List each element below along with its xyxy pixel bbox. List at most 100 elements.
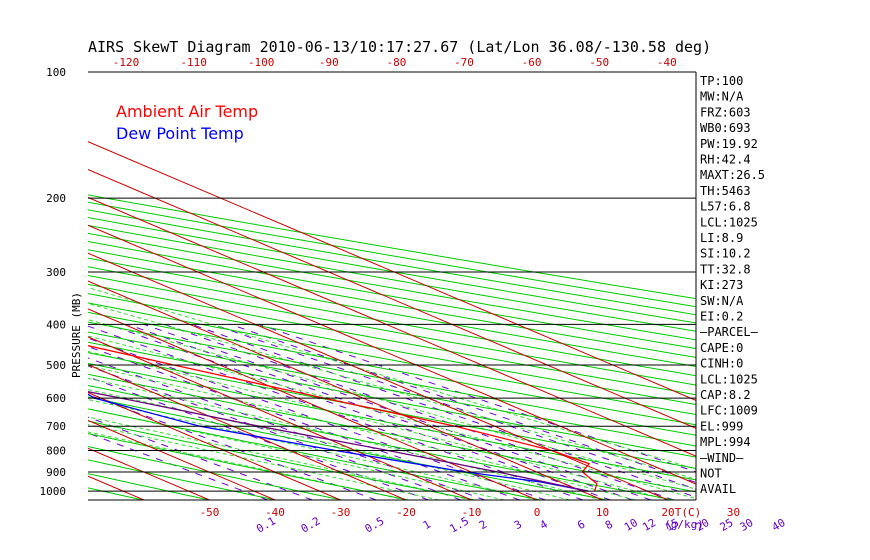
mixing-ratio-line [258,323,696,473]
pressure-tick-label: 500 [46,359,66,372]
dry-adiabat-line [88,331,696,447]
mixing-ratio-tick-label: 12 [640,516,658,534]
bottom-temperature-tick-label: 0 [534,506,541,519]
mixing-ratio-tick-label: 15 [663,516,681,534]
mixing-ratio-line [88,394,377,500]
isotherm-line [88,336,472,500]
stat-line: SW:N/A [700,294,744,308]
stat-line: SI:10.2 [700,247,751,261]
mixing-ratio-tick-label: 0.5 [363,514,387,535]
stat-line: TH:5463 [700,184,751,198]
dry-adiabat-line [88,433,409,500]
dry-adiabat-line [88,408,542,500]
dry-adiabat-line [88,209,696,316]
dry-adiabat-line [88,384,675,500]
mixing-ratio-unit: (g/kg) [664,518,704,531]
pressure-tick-label: 700 [46,420,66,433]
isotherm-line [88,280,603,500]
dry-adiabat-line [88,459,276,500]
mixing-ratio-line [107,323,611,500]
dry-adiabat-line [88,201,696,308]
mixing-ratio-line [88,346,520,500]
stat-line: RH:42.4 [700,153,751,167]
isotherm-line [88,419,276,500]
stat-line: LFC:1009 [700,404,758,418]
dry-adiabat-line [88,373,696,493]
isotherm-line [88,196,696,457]
stat-line: WB0:693 [700,121,751,135]
top-temperature-tick-label: -50 [589,56,609,69]
pressure-tick-label: 400 [46,318,66,331]
pressure-tick-label: 300 [46,266,66,279]
isotherm-line [88,224,696,485]
mixing-ratio-tick-label: 4 [538,517,551,532]
stat-line: CINH:0 [700,357,743,371]
pressure-tick-label: 600 [46,392,66,405]
mixing-ratio-line [164,323,675,500]
bottom-temperature-tick-label: 10 [596,506,609,519]
bottom-temperature-axis: -50 -40 -30 -20 -10 0 10 20 30 T(C) [200,506,741,519]
stat-line: TT:32.8 [700,262,751,276]
mixing-ratio-tick-label: 3 [512,518,524,533]
top-temperature-tick-label: -70 [454,56,474,69]
moist-adiabat-line [88,399,538,500]
mixing-ratio-line [88,365,462,500]
parcel-line [88,391,589,492]
stat-line: MW:N/A [700,90,744,104]
stat-line: PW:19.92 [700,137,758,151]
moist-adiabat-line [88,377,603,500]
dry-adiabat-line [88,293,696,405]
top-temperature-tick-label: -40 [657,56,677,69]
y-axis-label: PRESSURE (MB) [70,292,83,378]
moist-adiabat-line [88,302,696,480]
stat-line: MAXT:26.5 [700,168,765,182]
mixing-ratio-line [191,323,696,498]
stat-line: AVAIL [700,482,736,496]
stat-line: EL:999 [700,419,743,433]
isotherm-lines [0,72,696,500]
bottom-temperature-tick-label: -10 [462,506,482,519]
isotherm-line [88,169,696,429]
stat-line: NOT [700,467,722,481]
dry-adiabat-line [88,321,696,436]
dry-adiabat-line [0,72,76,500]
mixing-ratio-line [88,416,313,500]
mixing-ratio-line [212,323,696,490]
mixing-ratio-tick-label: 8 [603,518,615,533]
legend-ambient-air-temp: Ambient Air Temp [116,102,258,121]
isotherm-line [0,72,13,500]
mixing-ratio-tick-label: 10 [622,516,640,534]
isobar-lines [88,71,697,501]
moist-adiabat-line [88,350,669,500]
stat-line: LCL:1025 [700,215,758,229]
mixing-ratio-tick-label: 40 [770,516,788,534]
stat-line: EI:0.2 [700,310,743,324]
legend: Ambient Air Temp Dew Point Temp [116,102,258,143]
dry-adiabat-line [88,240,696,350]
mixing-ratio-tick-label: 2 [477,518,489,533]
moist-adiabat-line [88,424,439,500]
mixing-ratio-tick-label: 20 [694,516,712,534]
top-temperature-axis: -120 -110 -100 -90 -80 -70 -60 -50 -40 [113,56,677,69]
bottom-temperature-tick-label: -20 [396,506,416,519]
stat-line: LCL:1025 [700,372,758,386]
moist-adiabat-line [88,319,696,490]
mixing-ratio-tick-label: 0.2 [299,514,323,535]
stat-line: CAPE:0 [700,341,743,355]
dry-adiabat-line [88,302,696,416]
top-temperature-tick-label: -80 [386,56,406,69]
bottom-temperature-tick-label: 20 [661,506,674,519]
stat-line: TP:100 [700,74,743,88]
pressure-tick-label: 800 [46,445,66,458]
mixing-ratio-tick-label: 6 [575,518,587,533]
isotherm-line [88,364,407,500]
top-temperature-tick-label: -100 [248,56,275,69]
stat-line: KI:273 [700,278,743,292]
dry-adiabat-line [88,420,475,500]
mixing-ratio-tick-label: 25 [718,516,736,534]
top-temperature-tick-label: -60 [522,56,542,69]
dry-adiabat-line [88,224,696,332]
top-temperature-tick-label: -90 [319,56,339,69]
